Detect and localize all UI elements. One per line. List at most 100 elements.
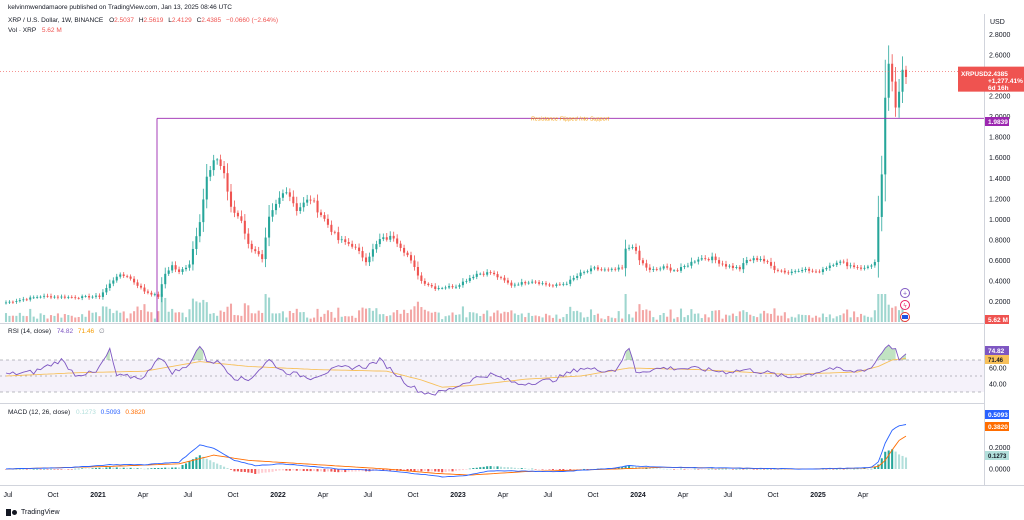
candle-body [115, 276, 118, 281]
candle-body [610, 268, 613, 270]
candle-body [254, 249, 257, 252]
volume-bar [364, 308, 368, 322]
flag-glyph-icon [902, 315, 908, 319]
time-tick-label: 2022 [270, 492, 286, 499]
macd-histogram-bar [659, 468, 662, 470]
candle-body [212, 160, 215, 171]
candle-body [506, 280, 509, 283]
macd-histogram-bar [112, 467, 115, 469]
candle-body [354, 246, 357, 248]
lightning-event-icon[interactable] [900, 300, 910, 310]
macd-histogram-bar [416, 469, 419, 472]
volume-bar [198, 302, 201, 322]
volume-bars [4, 294, 908, 322]
candle-body [873, 261, 876, 266]
candle-body [617, 267, 620, 270]
candle-body [209, 170, 212, 177]
macd-histogram-bar [721, 468, 724, 470]
macd-histogram-bar [839, 468, 842, 470]
candle-body [25, 299, 28, 301]
candle-body [769, 262, 773, 266]
macd-histogram-bar [323, 469, 326, 472]
volume-bar [718, 310, 721, 322]
candle-body [32, 297, 35, 299]
macd-histogram-bar [461, 469, 464, 471]
macd-histogram-bar [385, 469, 388, 471]
macd-header: MACD (12, 26, close) 0.1273 0.5093 0.382… [8, 409, 146, 416]
volume-bar [454, 314, 458, 322]
volume-bar [517, 314, 520, 322]
macd-histogram-bar [119, 467, 122, 469]
volume-bar [811, 317, 814, 322]
volume-bar [18, 312, 21, 322]
candle-body [326, 218, 329, 225]
volume-bar [323, 313, 326, 322]
volume-bar [126, 318, 129, 322]
macd-histogram-bar [129, 467, 132, 469]
candle-body [451, 286, 454, 288]
candle-body [652, 269, 655, 270]
candle-body [866, 266, 869, 268]
macd-histogram-bar [662, 468, 665, 470]
volume-bar [226, 306, 229, 322]
candle-body [84, 296, 87, 297]
macd-histogram-bar [240, 469, 243, 472]
macd-histogram-bar [901, 455, 904, 469]
candle-body [420, 275, 423, 281]
tag-price: 2.4385 [988, 71, 1008, 78]
macd-histogram-bar [126, 467, 129, 469]
volume-bar [493, 312, 496, 322]
candle-body [655, 269, 658, 270]
candle-body [856, 267, 859, 268]
volume-bar [600, 318, 603, 322]
time-tick-label: Oct [588, 492, 599, 499]
event-icons[interactable]: + ϟ [900, 288, 910, 322]
candle-body [776, 269, 779, 271]
volume-bar [306, 317, 309, 322]
candle-body [707, 259, 710, 261]
tag-symbol: XRPUSD [961, 71, 988, 78]
rsi-hidden-icon: ∅ [99, 328, 105, 335]
volume-bar [444, 316, 447, 322]
macd-histogram-bar [143, 468, 146, 470]
footer-brand[interactable]: TradingView [6, 509, 60, 516]
svg-text:Vol · XRP 5.62 M: Vol · XRP 5.62 M [8, 27, 62, 34]
volume-bar [898, 310, 901, 322]
macd-histogram-bar [88, 468, 91, 470]
macd-histogram-bar [271, 469, 274, 472]
candle-body [496, 274, 499, 278]
volume-bar [240, 315, 243, 322]
macd-histogram-bar [451, 469, 454, 472]
candle-body [482, 273, 485, 275]
macd-histogram-bar [74, 468, 77, 470]
macd-histogram-bar [527, 468, 530, 470]
time-tick-label: Oct [408, 492, 419, 499]
macd-histogram-bar [236, 469, 239, 472]
time-tick-label: Apr [318, 492, 330, 499]
plus-event-icon[interactable] [900, 288, 910, 298]
candle-body [274, 203, 278, 211]
candle-body [676, 270, 679, 272]
candle-body [94, 295, 98, 297]
tradingview-logo-icon [6, 509, 18, 516]
time-tick-label: Jul [724, 492, 733, 499]
candle-body [205, 176, 208, 200]
volume-bar [711, 310, 714, 322]
candle-body [600, 269, 603, 271]
volume-bar [880, 294, 883, 322]
open-label: O [109, 17, 114, 24]
macd-histogram-bar [313, 469, 316, 472]
volume-bar [49, 315, 53, 322]
rsi-tick-label: 40.00 [989, 382, 1007, 389]
macd-histogram-bar [250, 469, 253, 473]
volume-label: Vol · XRP [8, 27, 36, 34]
macd-histogram-bar [718, 468, 721, 470]
candle-body [160, 284, 163, 297]
candle-body [18, 300, 21, 302]
candle-body [98, 295, 101, 297]
price-tick-label: 0.4000 [989, 278, 1011, 285]
macd-histogram-bar [39, 469, 42, 470]
candle-body [773, 265, 776, 270]
volume-bar [808, 315, 811, 322]
macd-histogram-bar [174, 467, 177, 469]
